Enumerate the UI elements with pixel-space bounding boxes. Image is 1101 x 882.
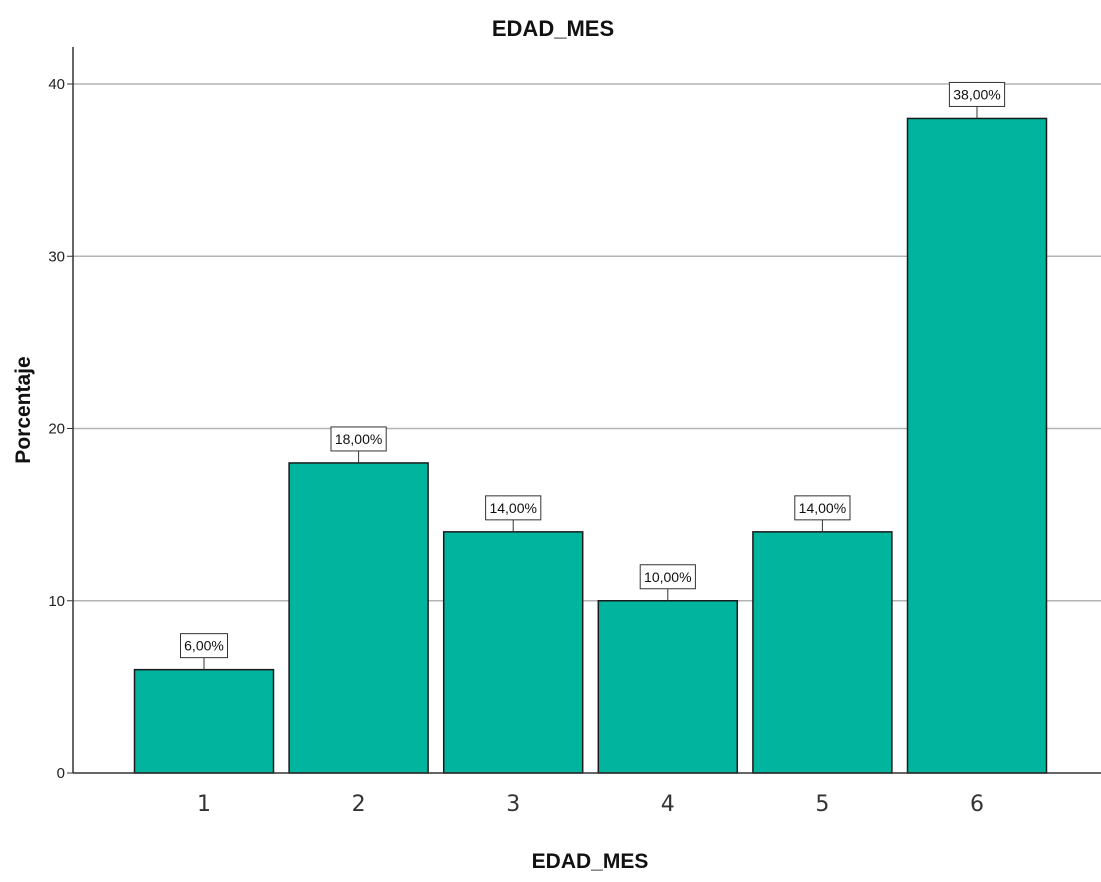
y-tick-label: 30 — [48, 248, 65, 265]
x-tick-label: 2 — [352, 792, 366, 817]
data-label-box — [485, 495, 542, 521]
y-tick-label: 0 — [57, 765, 65, 782]
data-label: 6,00% — [184, 638, 224, 654]
chart-title: EDAD_MES — [492, 16, 614, 41]
y-tick-label: 20 — [48, 421, 65, 438]
data-label-box — [639, 564, 696, 590]
x-tick-label: 1 — [197, 792, 211, 817]
bars — [133, 117, 1048, 774]
data-labels: 6,00% 18,00% 14,00% 10,00% 14,00% 38,00% — [180, 81, 1006, 670]
bar — [288, 462, 429, 774]
data-label-box — [794, 495, 851, 521]
data-label-box — [180, 633, 228, 659]
x-tick-label: 6 — [970, 792, 984, 817]
bar — [442, 531, 584, 774]
data-label: 14,00% — [799, 500, 846, 516]
data-label: 18,00% — [335, 431, 382, 447]
bar — [133, 668, 275, 774]
data-label: 14,00% — [489, 500, 536, 516]
bar — [752, 531, 893, 774]
y-axis-label: Porcentaje — [12, 356, 35, 463]
bar — [906, 117, 1048, 774]
data-label: 38,00% — [953, 86, 1000, 102]
axes: 0 10 20 30 40 1 2 3 4 5 6 — [48, 47, 1101, 817]
y-tick-label: 10 — [48, 593, 65, 610]
x-tick-label: 5 — [815, 792, 829, 817]
data-label-box — [948, 81, 1006, 107]
data-label-box — [330, 426, 387, 452]
x-tick-label: 4 — [661, 792, 675, 817]
bar — [597, 600, 739, 774]
y-tick-label: 40 — [48, 76, 65, 93]
data-label: 10,00% — [644, 569, 691, 585]
x-tick-label: 3 — [506, 792, 520, 817]
x-axis-label: EDAD_MES — [532, 850, 649, 873]
